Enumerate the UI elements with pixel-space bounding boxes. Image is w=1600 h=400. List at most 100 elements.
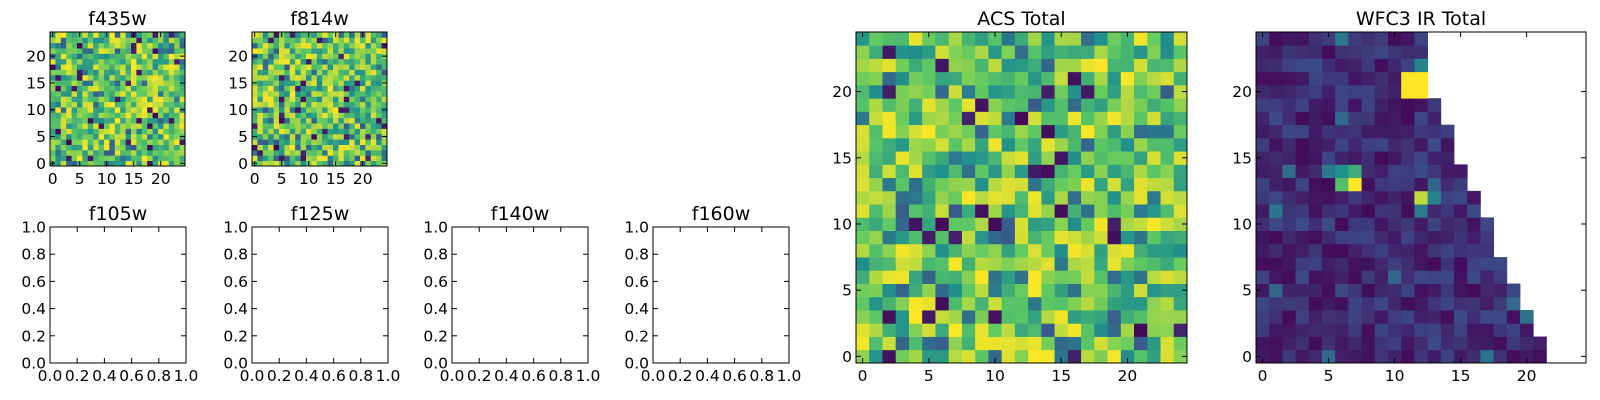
heatmap-cell [257, 32, 264, 38]
heatmap-cell [55, 139, 62, 145]
heatmap-cell [935, 45, 950, 59]
y-tick-label: 0.6 [223, 273, 248, 291]
heatmap-cell [1094, 45, 1108, 59]
heatmap-cell [1414, 349, 1428, 364]
heatmap-cell [1295, 111, 1310, 126]
heatmap-cell [1147, 257, 1161, 271]
heatmap-cell [1256, 283, 1270, 298]
heatmap-cell [1028, 84, 1042, 99]
heatmap-cell [988, 323, 1003, 337]
heatmap-cell [147, 133, 153, 140]
heatmap-cell [1335, 84, 1349, 99]
heatmap-cell [136, 112, 143, 119]
heatmap-cell [1414, 111, 1428, 126]
heatmap-cell [163, 144, 170, 151]
heatmap-cell [354, 64, 361, 70]
heatmap-cell [343, 48, 350, 54]
heatmap-cell [1256, 71, 1270, 86]
heatmap-cell [93, 74, 99, 81]
heatmap-cell [376, 58, 382, 65]
heatmap-cell [882, 336, 897, 351]
heatmap-cell [1028, 323, 1042, 337]
heatmap-cell [1401, 164, 1415, 179]
heatmap-cell [882, 71, 897, 86]
heatmap-cell [1173, 58, 1188, 73]
heatmap-cell [975, 349, 989, 364]
heatmap-cell [1269, 336, 1283, 351]
heatmap-cell [60, 64, 67, 70]
heatmap-cell [1067, 323, 1082, 337]
heatmap-cell [114, 117, 121, 124]
heatmap-cell [262, 160, 269, 167]
heatmap-cell [869, 336, 883, 351]
heatmap-cell [322, 90, 328, 97]
heatmap-cell [1269, 310, 1283, 324]
heatmap-cell [381, 149, 388, 156]
heatmap-cell [1269, 124, 1283, 139]
heatmap-cell [82, 69, 89, 76]
heatmap-cell [152, 117, 159, 124]
heatmap-cell [174, 160, 180, 167]
heatmap-cell [948, 58, 963, 73]
heatmap-cell [109, 144, 116, 151]
heatmap-cell [1467, 230, 1481, 245]
heatmap-cell [1282, 45, 1296, 59]
heatmap-cell [365, 96, 372, 103]
heatmap-cell [1506, 283, 1521, 298]
heatmap-cell [922, 217, 936, 231]
heatmap-cell [50, 101, 56, 108]
heatmap-cell [1160, 190, 1175, 205]
heatmap-cell [1480, 296, 1494, 311]
heatmap-cell [1401, 349, 1415, 364]
heatmap-cell [1269, 137, 1283, 152]
heatmap-cell [365, 117, 372, 124]
heatmap-cell [338, 42, 345, 49]
x-tick-label: 1.0 [376, 367, 401, 385]
heatmap-cell [131, 112, 137, 119]
heatmap-cell [1067, 164, 1082, 179]
heatmap-cell [1134, 323, 1148, 337]
heatmap-cell [147, 107, 153, 113]
heatmap-cell [60, 80, 67, 86]
heatmap-cell [1282, 124, 1296, 139]
heatmap-cell [349, 133, 355, 140]
heatmap-cell [268, 128, 274, 135]
heatmap-cell [87, 64, 94, 70]
heatmap-cell [273, 117, 280, 124]
heatmap-cell [1094, 164, 1108, 179]
heatmap-cell [268, 155, 274, 162]
heatmap-cell [1388, 270, 1402, 284]
heatmap-cell [376, 160, 382, 167]
heatmap-cell [1361, 151, 1376, 165]
heatmap-cell [338, 117, 345, 124]
heatmap-cell [975, 296, 989, 311]
heatmap-cell [1014, 323, 1029, 337]
heatmap-cell [55, 69, 62, 76]
heatmap-cell [1120, 310, 1135, 324]
heatmap-cell [895, 124, 910, 139]
y-tick-label: 0.4 [223, 300, 248, 318]
heatmap-cell [109, 48, 116, 54]
y-tick-label: 5 [1242, 282, 1252, 300]
heatmap-cell [1467, 310, 1481, 324]
heatmap-cell [147, 123, 153, 129]
heatmap-cell [1147, 270, 1161, 284]
heatmap-cell [1308, 336, 1323, 351]
heatmap-cell [1348, 243, 1362, 258]
heatmap-cell [908, 349, 923, 364]
heatmap-cell [1282, 336, 1296, 351]
heatmap-cell [1414, 71, 1428, 86]
heatmap-cell [273, 48, 280, 54]
heatmap-cell [141, 160, 148, 167]
heatmap-cell [262, 80, 269, 86]
heatmap-cell [179, 123, 186, 129]
heatmap-cell [1160, 283, 1175, 298]
heatmap-cell [1269, 151, 1283, 165]
heatmap-cell [87, 32, 94, 38]
heatmap-cell [131, 133, 137, 140]
heatmap-cell [1467, 323, 1481, 337]
heatmap-cell [87, 74, 94, 81]
heatmap-cell [109, 69, 116, 76]
heatmap-cell [1440, 323, 1455, 337]
heatmap-cell [158, 37, 164, 44]
